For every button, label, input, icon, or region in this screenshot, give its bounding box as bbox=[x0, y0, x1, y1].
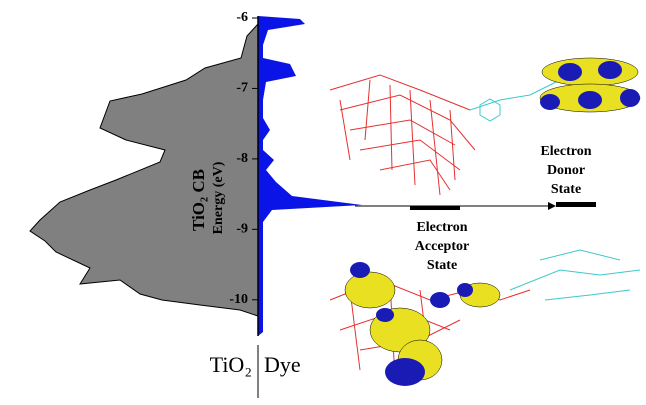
tick-label: -8 bbox=[236, 151, 248, 166]
bottom-right-label: Dye bbox=[264, 352, 301, 377]
figure: -6 -7 -8 -9 -10 TiO₂ CB Energy (eV) Electron… bbox=[0, 0, 646, 405]
donor-label: Donor bbox=[547, 163, 585, 178]
acceptor-level bbox=[410, 206, 460, 210]
donor-level bbox=[556, 202, 596, 207]
bottom-left-label: TiO₂ bbox=[210, 352, 252, 377]
orbital-top bbox=[540, 58, 640, 112]
tio2-cb-label: TiO₂ CB bbox=[189, 169, 208, 231]
arrow-head bbox=[548, 202, 556, 210]
acceptor-label: State bbox=[427, 258, 457, 273]
acceptor-label: Acceptor bbox=[415, 239, 469, 254]
axis-label: Energy (eV) bbox=[211, 161, 226, 234]
acceptor-label: Electron bbox=[416, 220, 467, 235]
donor-label: Electron bbox=[540, 144, 591, 159]
tick-label: -9 bbox=[236, 222, 248, 237]
tick-label: -7 bbox=[236, 81, 248, 96]
molecule-bottom bbox=[330, 250, 640, 386]
tick-label: -10 bbox=[229, 292, 248, 307]
donor-label: State bbox=[551, 182, 581, 197]
tick-label: -6 bbox=[236, 10, 248, 25]
molecule-top bbox=[330, 75, 560, 195]
